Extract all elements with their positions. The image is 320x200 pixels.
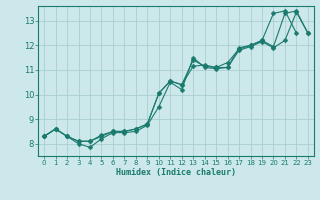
X-axis label: Humidex (Indice chaleur): Humidex (Indice chaleur) bbox=[116, 168, 236, 177]
